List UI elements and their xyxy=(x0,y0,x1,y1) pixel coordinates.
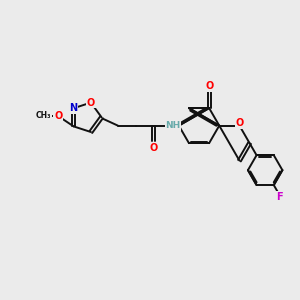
Text: N: N xyxy=(70,103,78,113)
Text: CH₃: CH₃ xyxy=(36,112,52,121)
Text: O: O xyxy=(236,118,244,128)
Text: F: F xyxy=(276,192,283,202)
Text: O: O xyxy=(205,81,213,91)
Text: O: O xyxy=(54,111,62,121)
Text: NH: NH xyxy=(165,121,181,130)
Text: O: O xyxy=(87,98,95,108)
Text: O: O xyxy=(149,142,158,153)
